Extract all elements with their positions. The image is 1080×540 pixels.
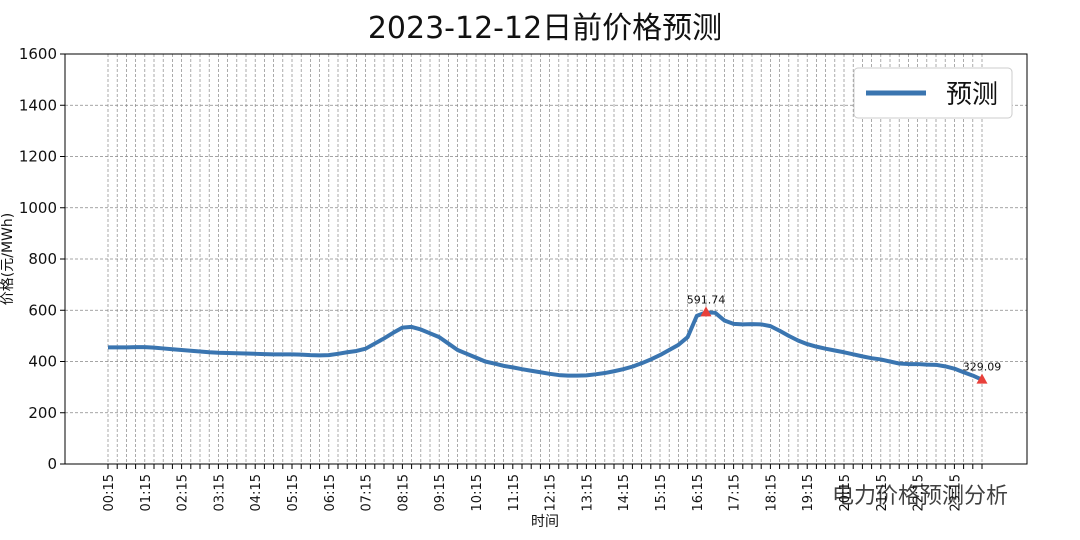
y-tick-label: 1000 [19,199,57,217]
y-tick-label: 600 [28,301,57,319]
legend-label: 预测 [946,80,998,110]
watermark: 电力价格预测分析 [832,484,1008,509]
y-tick-label: 0 [47,455,57,473]
peak-marker [700,306,712,317]
x-tick-label: 19:15 [801,474,816,511]
x-tick-label: 23:15 [948,474,963,511]
y-tick-label: 400 [28,353,57,371]
x-tick-label: 06:15 [323,474,338,511]
chart-title: 2023-12-12日前价格预测 [368,11,722,46]
x-tick-label: 16:15 [691,474,706,511]
x-tick-label: 21:15 [875,474,890,511]
y-tick-label: 1400 [19,96,57,114]
value-label: 591.74 [687,293,726,306]
x-tick-label: 08:15 [396,474,411,511]
x-axis-label: 时间 [531,514,559,530]
x-tick-label: 04:15 [249,474,264,511]
x-tick-label: 03:15 [212,474,227,511]
plot-frame [64,53,1028,465]
x-tick-label: 14:15 [617,474,632,511]
y-tick-label: 1200 [19,148,57,166]
x-tick-label: 17:15 [728,474,743,511]
x-tick-label: 05:15 [286,474,301,511]
x-tick-label: 00:15 [102,474,117,511]
legend: 预测 [853,67,1013,119]
y-axis-label: 价格(元/MWh) [0,213,16,305]
y-tick-label: 200 [28,404,57,422]
x-tick-label: 15:15 [654,474,669,511]
x-tick-label: 11:15 [507,474,522,511]
line [108,310,983,382]
x-tick-label: 18:15 [764,474,779,511]
y-tick-label: 800 [28,250,57,268]
peak-marker [976,373,988,384]
legend-box [853,67,1013,119]
x-tick-label: 20:15 [838,474,853,511]
x-tick-label: 22:15 [912,474,927,511]
x-tick-label: 07:15 [360,474,375,511]
y-tick-label: 1600 [19,45,57,63]
x-tick-label: 02:15 [176,474,191,511]
x-tick-label: 13:15 [580,474,595,511]
value-label: 329.09 [963,361,1002,374]
x-tick-label: 12:15 [544,474,559,511]
x-tick-label: 10:15 [470,474,485,511]
x-tick-label: 01:15 [139,474,154,511]
x-tick-label: 09:15 [433,474,448,511]
